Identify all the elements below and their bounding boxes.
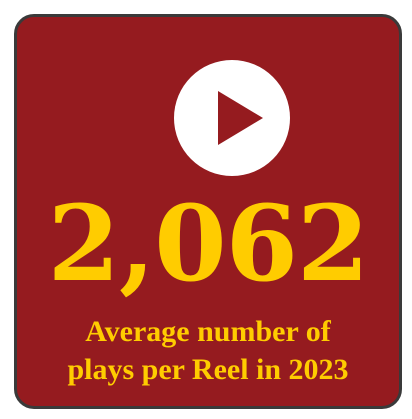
- play-triangle-icon: [218, 91, 263, 145]
- stat-caption: Average number of plays per Reel in 2023: [17, 313, 399, 389]
- stat-caption-line-2: plays per Reel in 2023: [67, 353, 349, 386]
- stat-card: 2,062 Average number of plays per Reel i…: [14, 14, 402, 409]
- play-icon[interactable]: [174, 60, 290, 176]
- stat-caption-line-1: Average number of: [85, 315, 331, 348]
- stat-value: 2,062: [47, 182, 370, 305]
